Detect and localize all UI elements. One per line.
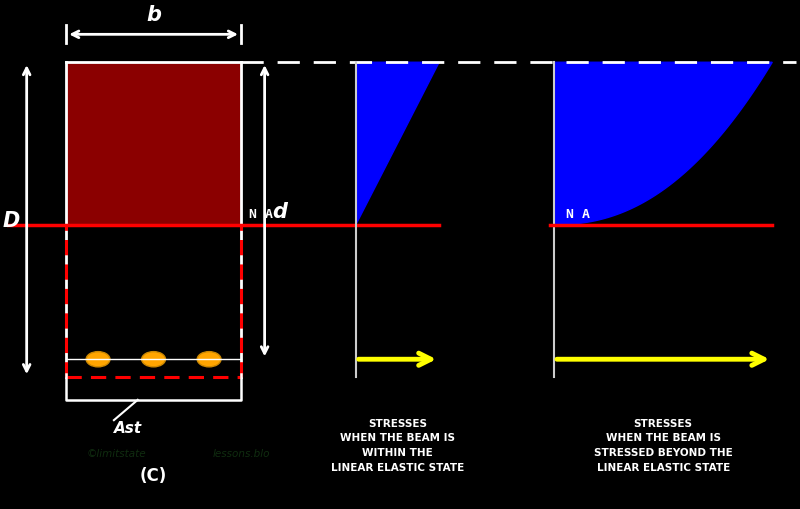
Text: N A: N A <box>249 207 273 220</box>
Text: b: b <box>146 5 161 25</box>
Bar <box>66 63 241 225</box>
Ellipse shape <box>197 352 221 367</box>
Text: ©limitstate: ©limitstate <box>86 448 146 458</box>
Polygon shape <box>356 63 439 225</box>
Text: lessons.blo: lessons.blo <box>213 448 270 458</box>
Ellipse shape <box>142 352 166 367</box>
Text: Ast: Ast <box>114 420 142 435</box>
Text: D: D <box>3 210 20 230</box>
Polygon shape <box>554 63 772 225</box>
Text: STRESSES
WHEN THE BEAM IS
STRESSED BEYOND THE
LINEAR ELASTIC STATE: STRESSES WHEN THE BEAM IS STRESSED BEYON… <box>594 418 733 472</box>
Text: N A: N A <box>566 207 590 220</box>
Ellipse shape <box>86 352 110 367</box>
Text: d: d <box>273 202 287 221</box>
Text: (C): (C) <box>140 466 167 484</box>
Text: STRESSES
WHEN THE BEAM IS
WITHIN THE
LINEAR ELASTIC STATE: STRESSES WHEN THE BEAM IS WITHIN THE LIN… <box>331 418 464 472</box>
